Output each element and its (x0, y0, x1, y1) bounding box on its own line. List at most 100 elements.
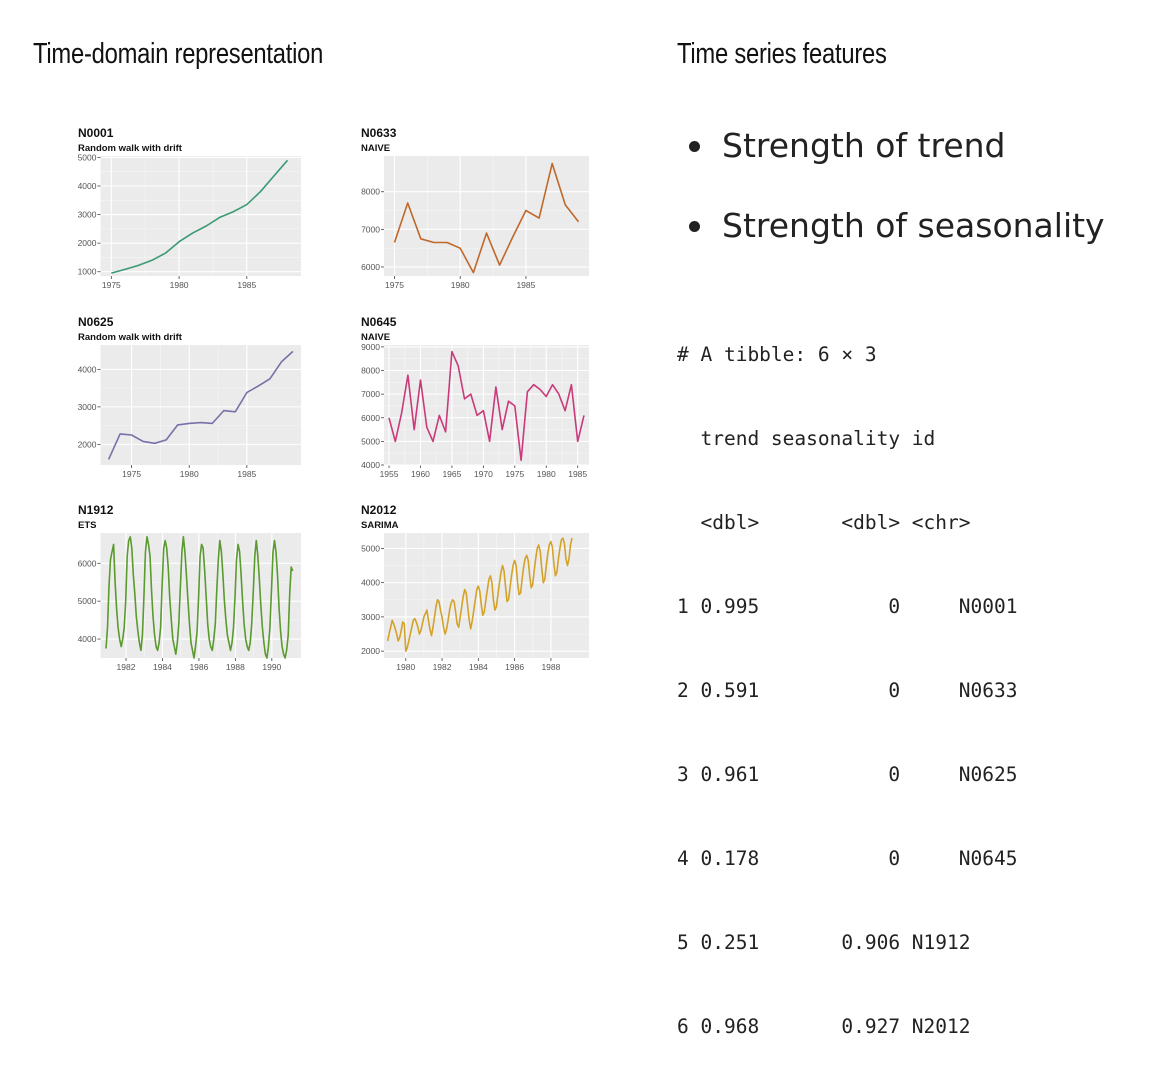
plot-background (384, 156, 589, 276)
right-heading: Time series features (677, 38, 887, 70)
panel-n0001: N0001 Random walk with drift 1975 1980 198… (78, 126, 303, 296)
series-line (107, 350, 294, 460)
y-tick-label: 8000 (361, 187, 380, 197)
x-tick-label: 1975 (122, 469, 141, 479)
y-tick-label: 2000 (361, 646, 380, 656)
chart-n0625: 1975 1980 1985 2000 3000 4000 (78, 345, 301, 479)
x-tick-label: 1985 (237, 280, 256, 290)
x-tick-label: 1986 (505, 662, 524, 672)
x-tick-label: 1980 (170, 280, 189, 290)
y-tick-label: 9000 (361, 342, 380, 352)
chart-title: N1912 (78, 503, 114, 517)
chart-title: N0625 (78, 315, 114, 329)
chart-subtitle: ETS (78, 520, 97, 531)
y-tick-label: 2000 (78, 238, 97, 248)
x-tick-label: 1970 (474, 469, 493, 479)
bullet-text: Strength of trend (722, 126, 1006, 165)
panel-n0645: N0645 NAIVE 1955 1960 1965 1970 1975 1980 1985… (361, 315, 591, 485)
y-tick-label: 3000 (78, 402, 97, 412)
panel-n0625: N0625 Random walk with drift 1975 1980 198… (78, 315, 303, 485)
tibble-types: <dbl> <dbl> <chr> (677, 511, 971, 534)
tibble-header: trend seasonality id (677, 427, 936, 450)
x-tick-label: 1985 (237, 469, 256, 479)
y-tick-label: 8000 (361, 366, 380, 376)
tibble-row: 3 0.961 0 N0625 (677, 763, 1018, 786)
plot-background (384, 345, 589, 465)
plot-background (100, 345, 301, 465)
bullet-item: Strength of trend (689, 118, 1105, 198)
tibble-row: 6 0.968 0.927 N2012 (677, 1015, 971, 1038)
chart-n0001: 1975 1980 1985 1000 2000 3000 4000 5000 (78, 152, 301, 290)
y-tick-label: 6000 (361, 262, 380, 272)
chart-title: N0645 (361, 315, 397, 329)
x-tick-label: 1980 (396, 662, 415, 672)
bullet-dot-icon (689, 221, 700, 232)
y-tick-label: 5000 (78, 596, 97, 606)
chart-subtitle: Random walk with drift (78, 143, 182, 154)
tibble-row: 1 0.995 0 N0001 (677, 595, 1018, 618)
x-tick-label: 1975 (385, 280, 404, 290)
x-tick-label: 1984 (469, 662, 488, 672)
left-heading: Time-domain representation (33, 38, 324, 70)
x-tick-label: 1965 (442, 469, 461, 479)
chart-subtitle: Random walk with drift (78, 332, 182, 343)
panel-n1912: N1912 ETS 1982 1984 1986 1988 1990 4000 5000 60… (78, 503, 303, 678)
x-tick-label: 1980 (180, 469, 199, 479)
y-tick-label: 7000 (361, 224, 380, 234)
chart-title: N2012 (361, 503, 397, 517)
y-tick-label: 4000 (78, 634, 97, 644)
y-tick-label: 4000 (78, 364, 97, 374)
y-tick-label: 2000 (78, 439, 97, 449)
series-line (386, 537, 573, 652)
x-tick-label: 1988 (541, 662, 560, 672)
tibble-caption: # A tibble: 6 × 3 (677, 343, 877, 366)
series-line (393, 162, 580, 274)
y-tick-label: 3000 (361, 612, 380, 622)
tibble-row: 5 0.251 0.906 N1912 (677, 931, 971, 954)
x-tick-label: 1980 (451, 280, 470, 290)
y-tick-label: 4000 (361, 460, 380, 470)
chart-title: N0633 (361, 126, 397, 140)
plot-background (100, 156, 301, 276)
chart-n2012: 1980 1982 1984 1986 1988 2000 3000 4000 5000 (361, 533, 589, 672)
x-tick-label: 1980 (537, 469, 556, 479)
chart-subtitle: NAIVE (361, 332, 391, 343)
y-tick-label: 5000 (78, 152, 97, 162)
series-line (388, 350, 585, 462)
x-tick-label: 1988 (226, 662, 245, 672)
chart-subtitle: SARIMA (361, 520, 399, 531)
y-tick-label: 7000 (361, 389, 380, 399)
series-line (105, 536, 294, 659)
x-tick-label: 1975 (505, 469, 524, 479)
chart-n0645: 1955 1960 1965 1970 1975 1980 1985 4000 5000 6000… (361, 342, 589, 479)
bullet-item: Strength of seasonality (689, 198, 1105, 278)
y-tick-label: 3000 (78, 210, 97, 220)
x-tick-label: 1975 (102, 280, 121, 290)
bullet-dot-icon (689, 141, 700, 152)
panel-n2012: N2012 SARIMA 1980 1982 1984 1986 1988 2000 300… (361, 503, 591, 678)
tibble-output: # A tibble: 6 × 3 trend seasonality id <… (677, 285, 1017, 1069)
x-tick-label: 1955 (380, 469, 399, 479)
series-line (111, 159, 289, 274)
y-tick-label: 1000 (78, 267, 97, 277)
chart-subtitle: NAIVE (361, 143, 391, 154)
x-tick-label: 1960 (411, 469, 430, 479)
y-tick-label: 6000 (78, 558, 97, 568)
feature-list: Strength of trend Strength of seasonalit… (689, 118, 1105, 278)
chart-title: N0001 (78, 126, 114, 140)
x-tick-label: 1982 (117, 662, 136, 672)
y-tick-label: 5000 (361, 436, 380, 446)
x-tick-label: 1985 (568, 469, 587, 479)
y-tick-label: 4000 (361, 578, 380, 588)
x-tick-label: 1990 (262, 662, 281, 672)
x-tick-label: 1985 (516, 280, 535, 290)
tibble-row: 4 0.178 0 N0645 (677, 847, 1018, 870)
x-tick-label: 1986 (189, 662, 208, 672)
tibble-row: 2 0.591 0 N0633 (677, 679, 1018, 702)
y-tick-label: 5000 (361, 543, 380, 553)
x-tick-label: 1982 (433, 662, 452, 672)
chart-n1912: 1982 1984 1986 1988 1990 4000 5000 6000 (78, 533, 301, 672)
y-tick-label: 6000 (361, 413, 380, 423)
chart-n0633: 1975 1980 1985 6000 7000 8000 (361, 156, 589, 290)
y-tick-label: 4000 (78, 181, 97, 191)
